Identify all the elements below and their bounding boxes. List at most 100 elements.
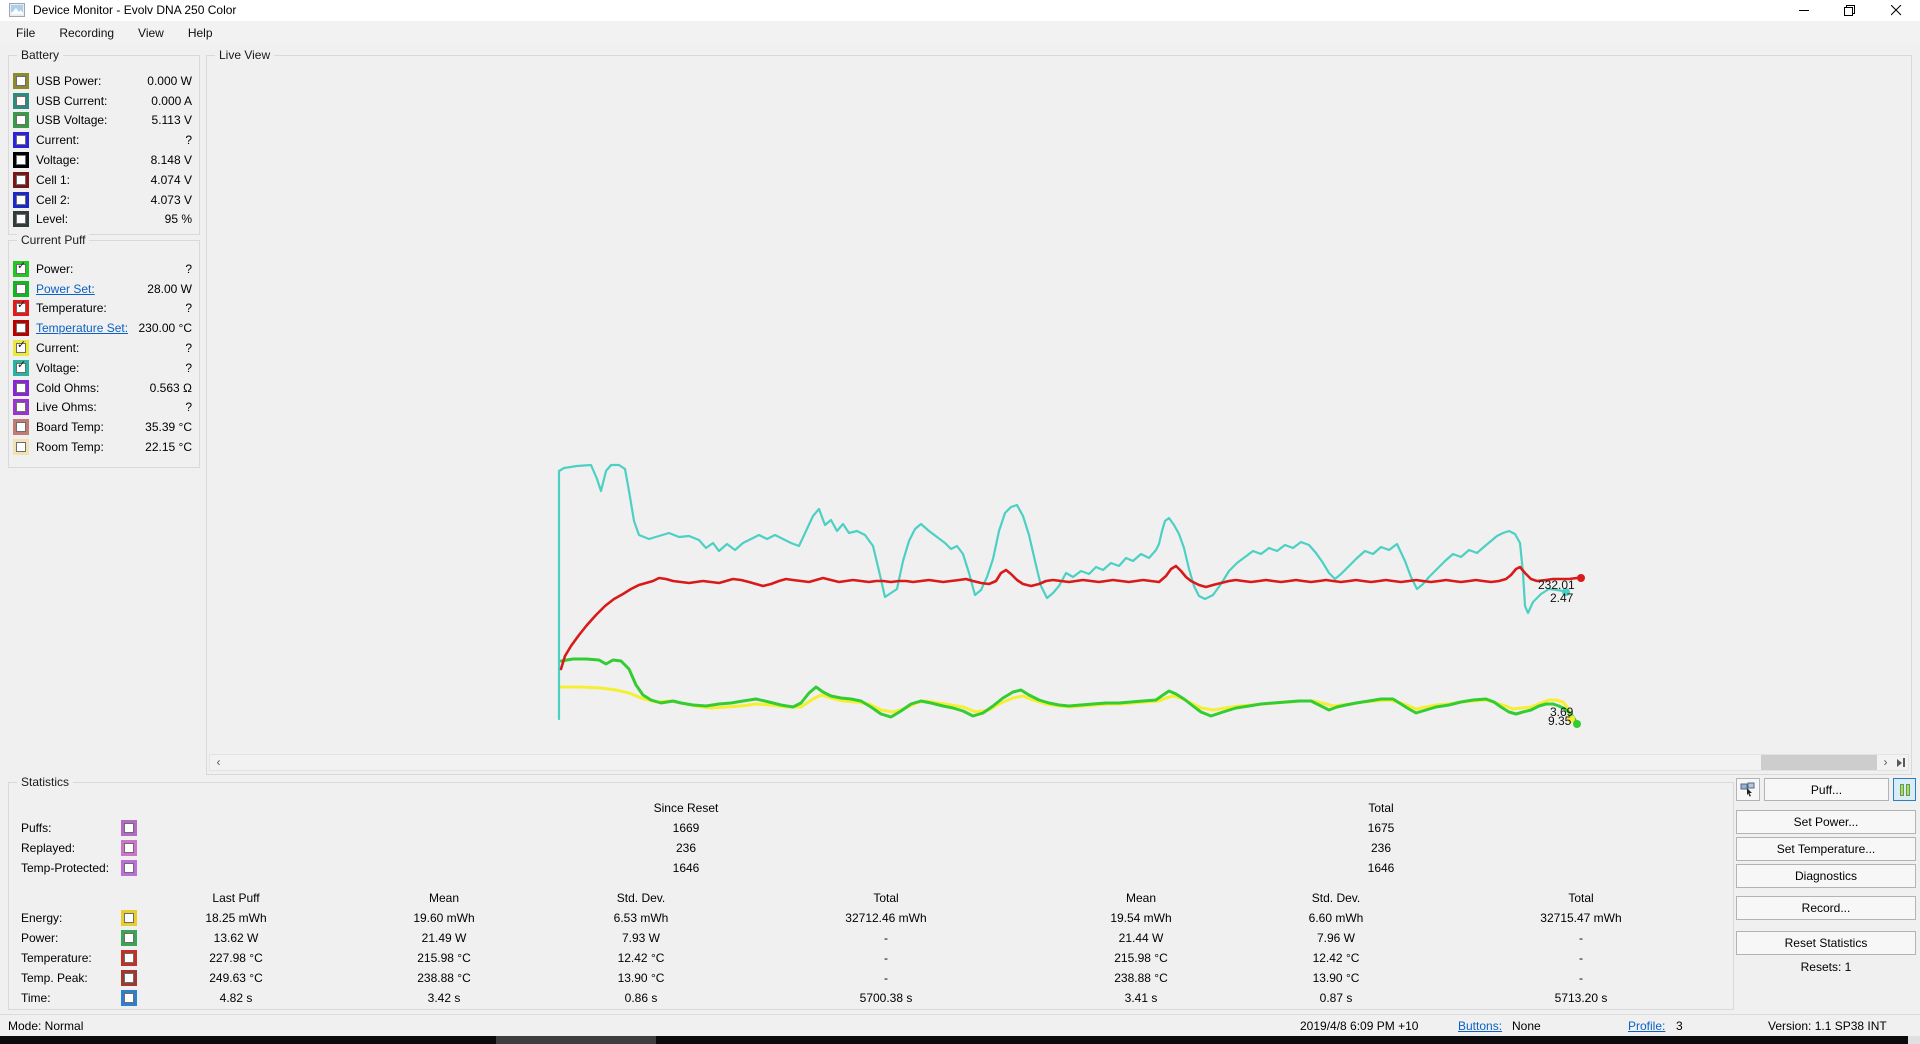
- menu-help[interactable]: Help: [187, 26, 213, 40]
- check-mark: ✓: [17, 299, 27, 312]
- close-button[interactable]: [1873, 0, 1920, 21]
- cell-2-checkbox[interactable]: [13, 191, 29, 208]
- checkbox-box: [124, 843, 134, 853]
- titlebar[interactable]: Device Monitor - Evolv DNA 250 Color: [0, 0, 1920, 21]
- cold-ohms-label: Cold Ohms:: [36, 380, 100, 395]
- usb-voltage-value: 5.113 V: [151, 113, 192, 128]
- power-cell-3: -: [884, 931, 888, 945]
- time-cell-3: 5700.38 s: [859, 991, 913, 1005]
- device-select-icon: [1740, 782, 1755, 797]
- replayed-checkbox[interactable]: [121, 840, 137, 856]
- buttons-link[interactable]: Buttons:: [1458, 1019, 1503, 1033]
- temperature-set-label[interactable]: Temperature Set:: [36, 321, 129, 336]
- set-temperature-label: Set Temperature...: [1776, 842, 1876, 856]
- board-temp-label: Board Temp:: [36, 420, 104, 435]
- scrollbar-track[interactable]: [227, 755, 1877, 770]
- checkbox-box: [16, 115, 26, 126]
- temperature-row: ✓ Temperature:?: [11, 299, 197, 319]
- time-cell-5: 0.87 s: [1319, 991, 1353, 1005]
- energy-checkbox[interactable]: [121, 910, 137, 926]
- room-temp-checkbox[interactable]: [13, 439, 29, 456]
- scroll-left-button[interactable]: ‹: [216, 755, 221, 769]
- usb-current-checkbox[interactable]: [13, 92, 29, 109]
- checkbox-box: ✓: [16, 340, 26, 354]
- power-set-label[interactable]: Power Set:: [36, 281, 95, 296]
- menu-file[interactable]: File: [16, 26, 36, 40]
- checkbox-box: [16, 174, 26, 185]
- restore-icon: [1844, 4, 1855, 16]
- usb-voltage-checkbox[interactable]: [13, 112, 29, 129]
- energy-cell-6: 32715.47 mWh: [1540, 911, 1622, 925]
- live-ohms-checkbox[interactable]: [13, 399, 29, 416]
- battery-rows: USB Power: 0.000 W USB Current: 0.000 A USB …: [11, 71, 197, 229]
- status-datetime: 2019/4/8 6:09 PM +10: [1300, 1019, 1419, 1033]
- temperature-set-checkbox[interactable]: [13, 320, 29, 337]
- puff-button[interactable]: Puff...: [1764, 778, 1889, 801]
- puff-button-label: Puff...: [1810, 782, 1843, 797]
- menu-view[interactable]: View: [138, 26, 164, 40]
- power-checkbox[interactable]: ✓: [13, 259, 29, 277]
- scroll-end-icon: [1897, 758, 1902, 767]
- temperature-set-value: 230.00 °C: [138, 321, 192, 336]
- temp-protected-since: 1646: [672, 861, 700, 875]
- checkbox-box: [124, 863, 134, 873]
- live-chart: 232.01 2.47 3.69 9.35: [207, 56, 1911, 754]
- temperature-checkbox[interactable]: [121, 950, 137, 966]
- voltage-checkbox[interactable]: ✓: [13, 359, 29, 376]
- power-set-checkbox[interactable]: [13, 280, 29, 297]
- temperature-label: Temperature:: [21, 951, 92, 965]
- set-power-button[interactable]: Set Power...: [1736, 810, 1916, 834]
- cold-ohms-checkbox[interactable]: [13, 379, 29, 396]
- reset-statistics-button[interactable]: Reset Statistics: [1736, 931, 1916, 955]
- power-checkbox[interactable]: [121, 930, 137, 946]
- usb-power-label: USB Power:: [36, 73, 102, 88]
- check-mark: ✓: [17, 259, 27, 272]
- power-cell-4: 21.44 W: [1118, 931, 1164, 945]
- puffs-checkbox[interactable]: [121, 820, 137, 836]
- live-chart-svg: 232.012.47 3.699.35: [557, 463, 1585, 728]
- restore-button[interactable]: [1827, 0, 1873, 21]
- scroll-to-end-button[interactable]: [1894, 755, 1908, 770]
- pause-button[interactable]: [1893, 778, 1916, 801]
- menu-recording[interactable]: Recording: [59, 26, 115, 40]
- checkbox-box: [16, 382, 26, 393]
- temp-protected-checkbox[interactable]: [121, 860, 137, 876]
- scroll-right-button[interactable]: ›: [1883, 755, 1888, 769]
- column-header-std-dev-2: Std. Dev.: [616, 891, 666, 905]
- pause-icon: [1899, 783, 1910, 796]
- temperature-cell-0: 227.98 °C: [209, 951, 263, 965]
- checkbox-box: [124, 993, 134, 1003]
- set-temperature-button[interactable]: Set Temperature...: [1736, 837, 1916, 861]
- usb-power-checkbox[interactable]: [13, 72, 29, 89]
- resets-count: Resets: 1: [1800, 960, 1852, 974]
- temp-peak-checkbox[interactable]: [121, 970, 137, 986]
- scrollbar-thumb[interactable]: [1761, 755, 1877, 770]
- taskbar-segment-right: [1908, 1036, 1920, 1044]
- temperature-value: ?: [185, 301, 192, 316]
- record-button[interactable]: Record...: [1736, 896, 1916, 920]
- current-checkbox[interactable]: [13, 132, 29, 149]
- checkbox-box: [16, 283, 26, 294]
- profile-link[interactable]: Profile:: [1628, 1019, 1666, 1033]
- voltage-checkbox[interactable]: [13, 152, 29, 169]
- level-checkbox[interactable]: [13, 211, 29, 228]
- temp-peak-cell-5: 13.90 °C: [1312, 971, 1360, 985]
- temp-peak-cell-6: -: [1579, 971, 1583, 985]
- voltage-label: Voltage:: [36, 360, 80, 375]
- current-checkbox[interactable]: ✓: [13, 340, 29, 357]
- series-current-endpoint-dot: [1567, 715, 1575, 723]
- minimize-button[interactable]: [1781, 0, 1827, 21]
- current-label: Current:: [36, 341, 80, 356]
- battery-panel: Battery USB Power: 0.000 W USB Current: 0.0…: [8, 48, 200, 235]
- column-header-last-puff-0: Last Puff: [212, 891, 260, 905]
- diagnostics-button[interactable]: Diagnostics: [1736, 864, 1916, 888]
- checkbox-box: ✓: [16, 299, 27, 314]
- select-device-button[interactable]: [1736, 778, 1760, 801]
- temp-peak-cell-2: 13.90 °C: [617, 971, 665, 985]
- temperature-checkbox[interactable]: ✓: [13, 299, 29, 317]
- board-temp-checkbox[interactable]: [13, 419, 29, 436]
- voltage-value: ?: [185, 360, 192, 375]
- time-checkbox[interactable]: [121, 990, 137, 1006]
- room-temp-label: Room Temp:: [36, 440, 104, 455]
- cell-1-checkbox[interactable]: [13, 171, 29, 188]
